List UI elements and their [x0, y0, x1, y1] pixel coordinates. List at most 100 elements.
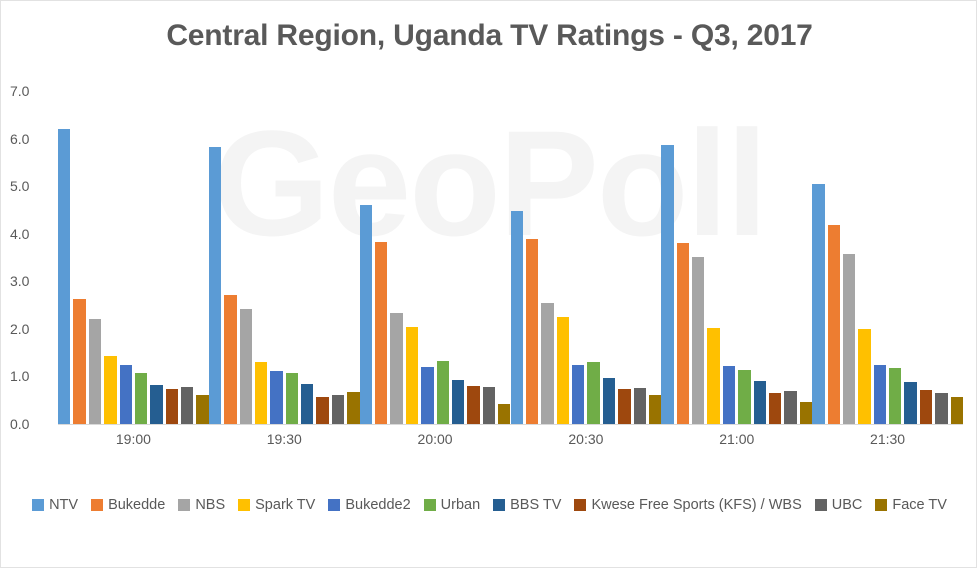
legend-item-spark-tv[interactable]: Spark TV	[238, 497, 315, 513]
bar-bukedde-20-30[interactable]	[525, 238, 539, 424]
legend-item-label: Bukedde	[108, 497, 166, 513]
bar-face-tv-21-00[interactable]	[799, 401, 813, 424]
bar-bukedde2-20-00[interactable]	[421, 366, 434, 424]
legend-item-kwese-free-sports-kfs-wbs[interactable]: Kwese Free Sports (KFS) / WBS	[574, 497, 802, 513]
bar-bukedde-20-00[interactable]	[375, 241, 388, 424]
bar-ntv-20-00[interactable]	[359, 205, 373, 424]
bar-ntv-19-30[interactable]	[208, 147, 222, 424]
bar-ntv-21-00[interactable]	[661, 145, 674, 424]
bar-spark-tv-21-00[interactable]	[707, 327, 720, 424]
legend-item-bbs-tv[interactable]: BBS TV	[493, 497, 561, 513]
bar-ntv-21-30[interactable]	[812, 184, 825, 424]
bar-bukedde-21-30[interactable]	[827, 225, 840, 424]
bar-kwese-free-sports-kfs-wbs-20-30[interactable]	[618, 389, 631, 424]
bar-face-tv-19-00[interactable]	[196, 395, 209, 424]
bar-ubc-19-30[interactable]	[331, 394, 345, 424]
legend-swatch-icon	[178, 499, 191, 511]
bar-urban-20-00[interactable]	[436, 360, 449, 424]
bar-nbs-20-30[interactable]	[541, 302, 554, 424]
bar-ntv-19-00[interactable]	[58, 129, 71, 424]
bar-ubc-21-30[interactable]	[935, 392, 948, 424]
bar-face-tv-20-00[interactable]	[498, 404, 511, 424]
bar-group-21-00	[661, 91, 813, 424]
bar-bbs-tv-21-00[interactable]	[753, 381, 766, 424]
bar-bukedde2-21-00[interactable]	[722, 366, 736, 424]
bar-urban-21-30[interactable]	[889, 367, 902, 424]
bar-nbs-21-00[interactable]	[692, 256, 705, 424]
legend-swatch-icon	[814, 499, 827, 511]
legend-swatch-icon	[238, 499, 251, 511]
legend-item-bukedde[interactable]: Bukedde	[91, 497, 165, 513]
bar-spark-tv-19-30[interactable]	[254, 361, 268, 424]
bar-bukedde-21-00[interactable]	[676, 242, 690, 424]
y-axis-tick-label: 3.0	[10, 273, 30, 290]
y-axis: 7.0 6.0 5.0 4.0 3.0 2.0 1.0 0.0	[1, 83, 52, 432]
bar-bbs-tv-20-30[interactable]	[602, 378, 616, 424]
y-axis-tick-label: 7.0	[10, 83, 30, 99]
legend-item-face-tv[interactable]: Face TV	[875, 497, 947, 513]
y-axis-tick-label: 1.0	[10, 368, 30, 385]
legend-item-urban[interactable]: Urban	[423, 497, 481, 513]
chart-title: Central Region, Uganda TV Ratings - Q3, …	[166, 19, 813, 52]
bar-bbs-tv-19-00[interactable]	[150, 384, 163, 424]
bar-bukedde2-21-30[interactable]	[873, 365, 887, 424]
x-axis-tick-label: 21:00	[719, 431, 755, 447]
legend-swatch-icon	[493, 499, 506, 511]
bar-urban-19-00[interactable]	[134, 372, 148, 424]
bar-nbs-21-30[interactable]	[842, 253, 856, 424]
bar-urban-20-30[interactable]	[587, 361, 600, 424]
legend-item-label: Urban	[440, 497, 481, 513]
legend-swatch-icon	[32, 499, 45, 511]
x-axis-tick-label: 21:30	[870, 431, 906, 447]
bar-ntv-20-30[interactable]	[510, 211, 523, 424]
bar-group-20-30	[510, 91, 662, 424]
bar-ubc-19-00[interactable]	[181, 387, 194, 424]
bar-nbs-19-00[interactable]	[88, 319, 102, 424]
bar-ubc-20-00[interactable]	[482, 386, 496, 424]
bar-nbs-19-30[interactable]	[239, 309, 252, 424]
legend-item-nbs[interactable]: NBS	[178, 497, 225, 513]
bar-bbs-tv-19-30[interactable]	[301, 383, 314, 424]
bar-bukedde2-20-30[interactable]	[572, 365, 585, 424]
bar-kwese-free-sports-kfs-wbs-19-30[interactable]	[316, 396, 329, 424]
bar-spark-tv-21-30[interactable]	[858, 328, 871, 424]
bar-bukedde-19-30[interactable]	[224, 294, 237, 424]
bar-bbs-tv-21-30[interactable]	[904, 382, 917, 424]
bar-ubc-21-00[interactable]	[784, 390, 797, 424]
bar-group-19-00	[58, 91, 209, 424]
bar-spark-tv-20-00[interactable]	[405, 326, 419, 424]
bar-spark-tv-20-30[interactable]	[556, 317, 570, 424]
x-axis-tick-label: 19:00	[115, 431, 151, 447]
legend-item-ubc[interactable]: UBC	[814, 497, 862, 513]
bar-group-19-30	[208, 91, 360, 424]
bar-bbs-tv-20-00[interactable]	[451, 379, 465, 424]
bar-face-tv-20-30[interactable]	[648, 394, 662, 424]
bar-kwese-free-sports-kfs-wbs-21-00[interactable]	[768, 392, 782, 424]
x-axis-tick-label: 20:00	[417, 431, 453, 447]
legend-swatch-icon	[423, 499, 436, 511]
bar-spark-tv-19-00[interactable]	[104, 355, 117, 424]
bar-face-tv-21-30[interactable]	[950, 396, 963, 424]
y-axis-tick-label: 4.0	[10, 225, 30, 242]
x-axis-line	[58, 424, 963, 425]
bar-group-20-00	[359, 91, 511, 424]
bar-bukedde2-19-30[interactable]	[270, 371, 283, 424]
bar-nbs-20-00[interactable]	[390, 313, 403, 424]
bar-kwese-free-sports-kfs-wbs-20-00[interactable]	[467, 385, 480, 424]
legend-swatch-icon	[91, 499, 104, 511]
legend-item-label: Kwese Free Sports (KFS) / WBS	[591, 497, 802, 513]
bar-bukedde-19-00[interactable]	[73, 298, 86, 424]
bar-urban-21-00[interactable]	[738, 369, 751, 424]
bar-face-tv-19-30[interactable]	[347, 392, 360, 424]
bar-kwese-free-sports-kfs-wbs-21-30[interactable]	[919, 389, 933, 424]
bar-bukedde2-19-00[interactable]	[119, 364, 132, 424]
legend-item-bukedde2[interactable]: Bukedde2	[328, 497, 411, 513]
bar-ubc-20-30[interactable]	[633, 387, 646, 424]
legend-item-ntv[interactable]: NTV	[32, 497, 78, 513]
legend-item-label: NBS	[195, 497, 226, 513]
bar-urban-19-30[interactable]	[285, 372, 299, 424]
y-axis-tick-label: 5.0	[10, 178, 30, 195]
bar-kwese-free-sports-kfs-wbs-19-00[interactable]	[165, 388, 179, 424]
legend-swatch-icon	[574, 499, 587, 511]
